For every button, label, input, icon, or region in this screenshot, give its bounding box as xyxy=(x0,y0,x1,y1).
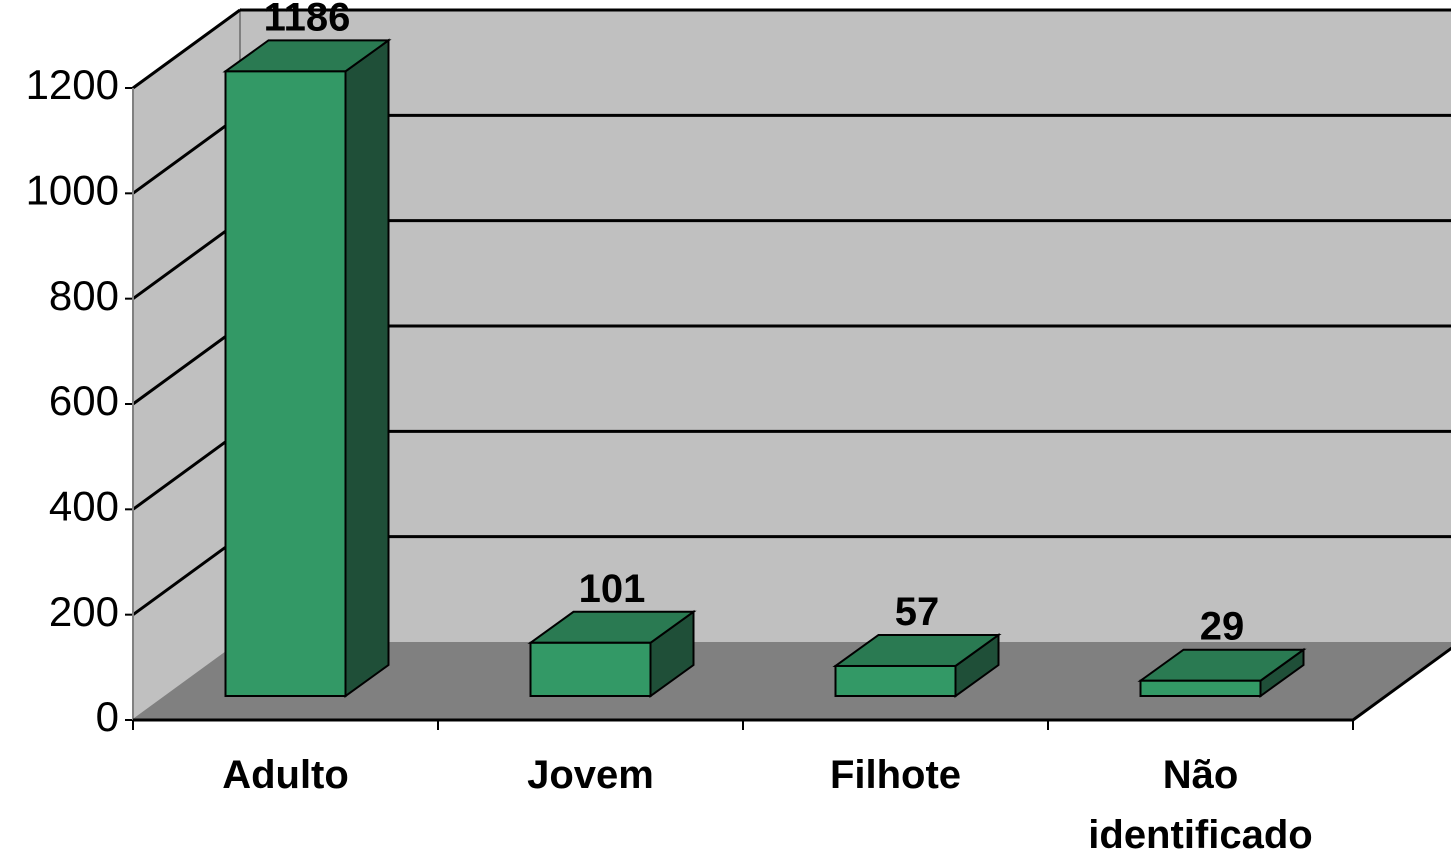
gridlines xyxy=(132,8,1451,616)
bar xyxy=(1137,647,1307,698)
bar xyxy=(832,633,1002,698)
bar-front xyxy=(224,70,347,697)
data-label: 101 xyxy=(579,567,646,611)
x-tick-label: identificado xyxy=(1088,813,1312,856)
bar xyxy=(527,609,697,698)
data-label: 29 xyxy=(1200,605,1245,649)
data-label: 1186 xyxy=(264,0,351,39)
bar-front xyxy=(529,641,652,697)
bar-front xyxy=(1139,679,1262,698)
axes: 0 200 400 600 800 1000 1200 xyxy=(26,61,1451,740)
gridline-diagonal xyxy=(132,430,241,511)
y-tick-label: 1200 xyxy=(26,61,119,108)
x-tick-label: Filhote xyxy=(830,753,961,797)
gridline-diagonal xyxy=(132,324,241,406)
bar-side xyxy=(344,38,390,698)
gridline-diagonal xyxy=(132,114,241,195)
y-tick-label: 1000 xyxy=(26,166,119,213)
bar-front xyxy=(834,664,957,697)
y-tick-label: 0 xyxy=(96,693,119,740)
x-tick-label: Adulto xyxy=(222,753,349,797)
gridline-diagonal xyxy=(132,8,241,90)
labels: 1186 101 57 29 Adulto Jovem Filhote Não identifi… xyxy=(222,0,1313,856)
y-tick-label: 400 xyxy=(49,482,119,529)
gridline-diagonal xyxy=(132,535,241,616)
x-tick-label: Jovem xyxy=(527,753,654,797)
bars xyxy=(222,38,1307,698)
y-tick-label: 200 xyxy=(49,588,119,635)
x-tick-label: Não xyxy=(1163,753,1239,797)
data-label: 57 xyxy=(895,590,940,634)
y-tick-label: 600 xyxy=(49,377,119,424)
floor xyxy=(133,642,1451,720)
gridline-diagonal xyxy=(132,219,241,300)
y-tick-label: 800 xyxy=(49,272,119,319)
bar xyxy=(222,38,392,698)
x-axis-depth-line xyxy=(1352,646,1451,722)
